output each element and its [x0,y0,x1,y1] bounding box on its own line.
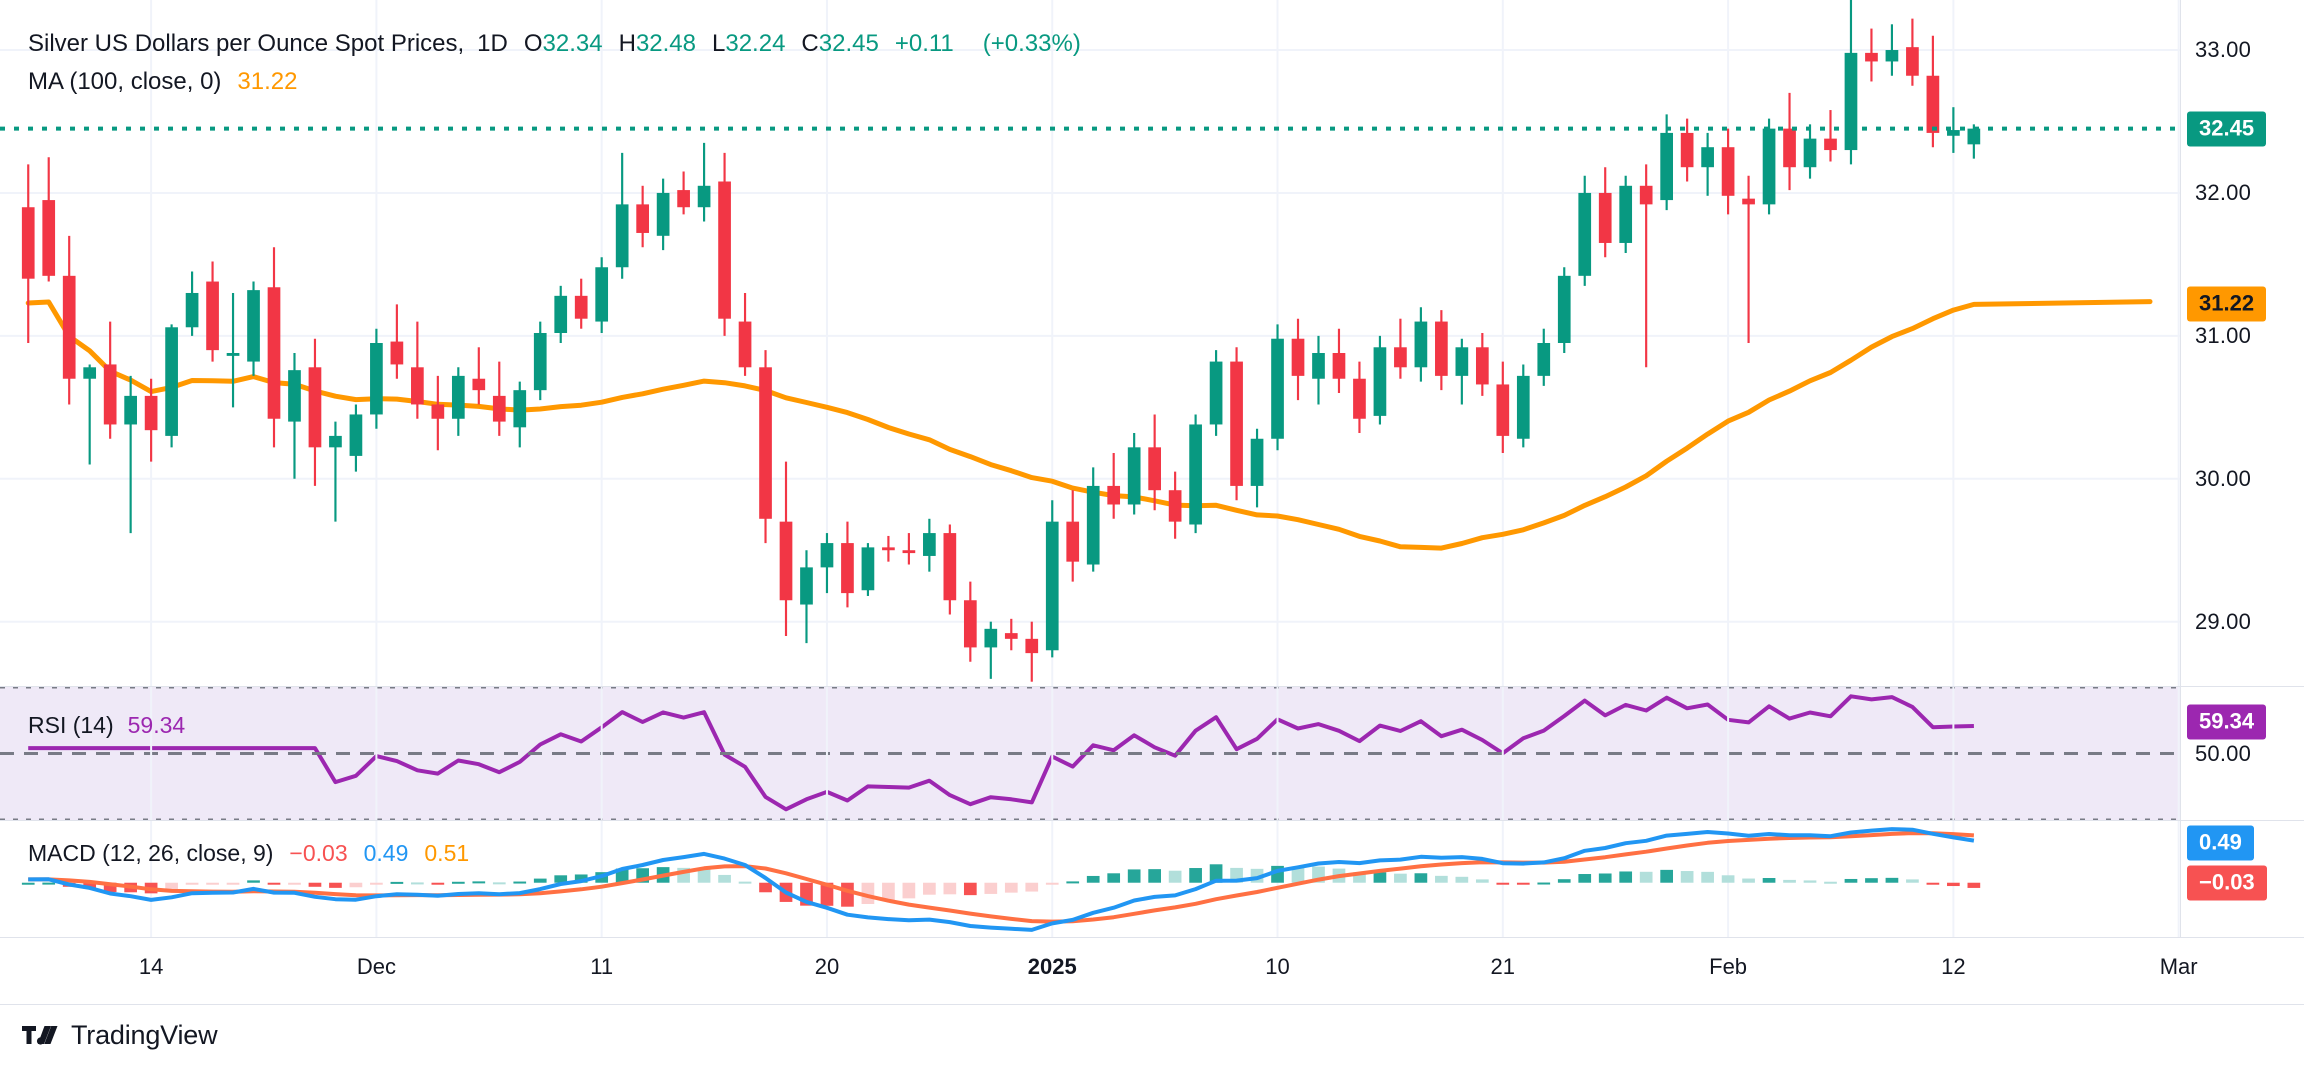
macd-pane[interactable]: 0.49 −0.03 [0,821,2304,937]
ma-price-badge[interactable]: 31.22 [2187,286,2267,322]
macd-hist-badge[interactable]: −0.03 [2187,865,2267,901]
price-plot-area[interactable] [0,0,2180,686]
price-axis-tick: 31.00 [2195,322,2252,348]
price-axis-tick: 32.00 [2195,179,2252,205]
tradingview-logo-icon[interactable] [22,1024,58,1048]
time-axis-tick: 21 [1490,954,1516,979]
rsi-pane[interactable]: 50.00 59.34 [0,687,2304,820]
time-axis-tick: 2025 [1027,954,1077,979]
footer-bar: TradingView [0,1004,2304,1066]
rsi-plot-area[interactable] [0,687,2180,820]
time-axis-tick: 14 [138,954,164,979]
price-pane[interactable]: 33.00 32.00 31.00 30.00 29.00 32.45 31.22 [0,0,2304,686]
price-axis[interactable]: 33.00 32.00 31.00 30.00 29.00 32.45 31.22 [2180,0,2304,686]
time-axis[interactable]: 14 Dec 11 20 2025 10 21 Feb 12 Mar [0,937,2304,1004]
price-axis-tick: 29.00 [2195,608,2252,634]
rsi-value-badge[interactable]: 59.34 [2187,704,2267,740]
price-axis-tick: 33.00 [2195,37,2252,63]
rsi-axis-tick: 50.00 [2195,740,2252,766]
time-axis-tick: Mar [2159,954,2198,979]
pane-divider-rsi[interactable] [0,686,2304,687]
price-axis-tick: 30.00 [2195,465,2252,491]
macd-svg [21,821,2180,937]
time-axis-tick: 12 [1941,954,1966,979]
time-axis-tick: 10 [1265,954,1290,979]
last-price-badge[interactable]: 32.45 [2187,111,2267,147]
time-axis-tick: 11 [590,954,614,979]
time-axis-tick: Dec [356,954,396,979]
tradingview-wordmark[interactable]: TradingView [71,1020,218,1050]
macd-line-badge[interactable]: 0.49 [2187,825,2254,861]
rsi-axis[interactable]: 50.00 59.34 [2180,687,2304,820]
price-candlestick-svg [0,0,2180,686]
time-axis-tick: 20 [814,954,840,979]
rsi-line-svg [0,687,2180,820]
macd-axis[interactable]: 0.49 −0.03 [2180,821,2304,937]
time-axis-tick: Feb [1709,954,1748,979]
tradingview-logo-glyph [22,1025,58,1045]
macd-plot-area[interactable] [0,821,2180,937]
pane-divider-macd[interactable] [0,820,2304,821]
